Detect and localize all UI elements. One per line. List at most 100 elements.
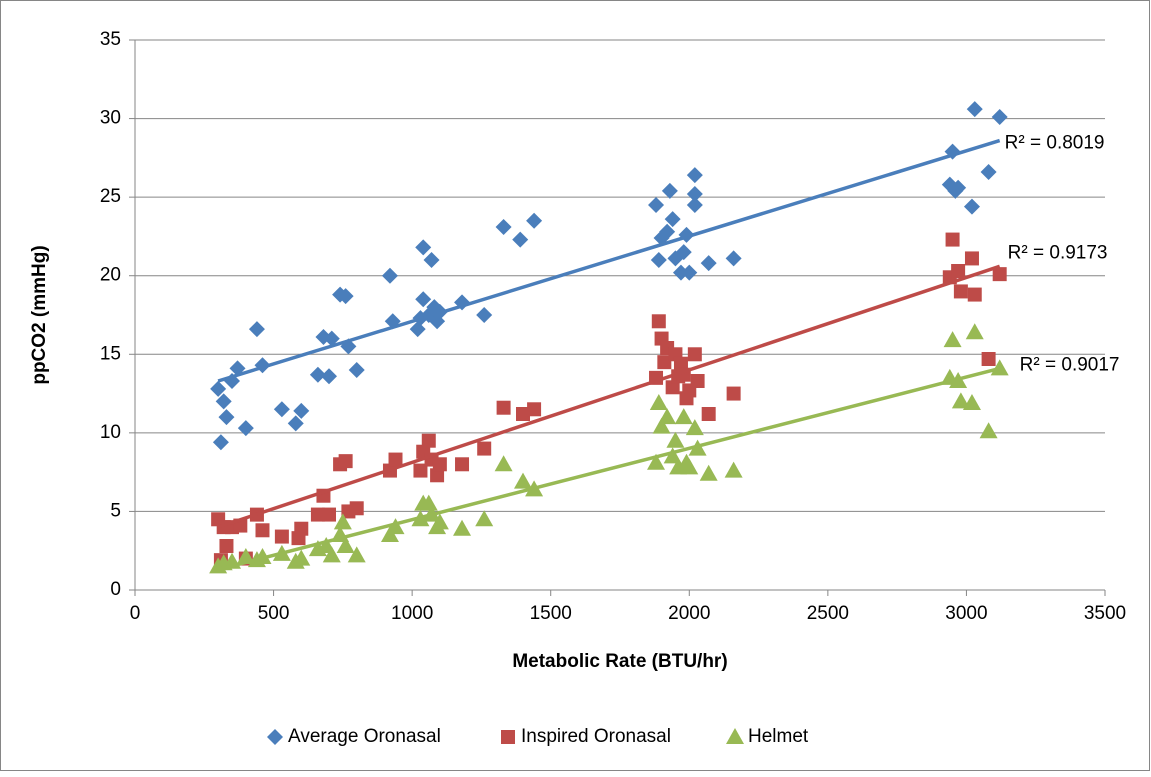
legend-label: Inspired Oronasal (521, 726, 671, 747)
y-tick-label: 15 (100, 343, 121, 364)
marker (674, 408, 693, 425)
x-tick-label: 1500 (530, 603, 572, 624)
marker (990, 359, 1009, 376)
marker (663, 447, 682, 464)
marker (526, 212, 543, 229)
marker (294, 521, 309, 536)
marker (945, 232, 960, 247)
r-squared-label: R² = 0.9173 (1008, 242, 1108, 263)
marker (724, 461, 743, 478)
marker (951, 392, 970, 409)
marker (963, 198, 980, 215)
marker (726, 728, 744, 744)
marker (432, 457, 447, 472)
marker (218, 409, 235, 426)
marker (726, 386, 741, 401)
marker (687, 347, 702, 362)
marker (310, 507, 325, 522)
marker (322, 546, 341, 563)
marker (681, 264, 698, 281)
marker (648, 197, 665, 213)
legend-label: Average Oronasal (288, 726, 441, 747)
marker (686, 197, 703, 213)
y-tick-label: 5 (110, 500, 121, 521)
marker (476, 307, 493, 323)
marker (991, 109, 1008, 125)
x-tick-label: 1000 (391, 603, 433, 624)
marker (415, 239, 432, 256)
marker (494, 455, 513, 472)
marker (210, 380, 227, 397)
marker (657, 355, 672, 370)
marker (292, 549, 311, 566)
trendline (217, 366, 1001, 572)
marker (267, 729, 283, 745)
marker (349, 501, 364, 516)
marker (333, 513, 352, 530)
marker (686, 167, 703, 184)
marker (951, 264, 966, 278)
marker (338, 454, 353, 469)
marker (419, 494, 438, 511)
marker (274, 529, 289, 544)
marker (675, 244, 692, 261)
marker (388, 452, 403, 467)
marker (650, 252, 667, 268)
trendline (217, 264, 1001, 529)
marker (423, 252, 440, 268)
legend-label: Helmet (748, 726, 809, 747)
marker (964, 251, 979, 266)
x-tick-label: 2500 (807, 603, 849, 624)
marker (455, 457, 470, 472)
marker (664, 211, 681, 228)
marker (381, 267, 398, 284)
marker (475, 510, 494, 527)
marker (700, 255, 717, 272)
marker (962, 394, 981, 410)
y-tick-label: 25 (100, 186, 121, 207)
marker (255, 523, 270, 538)
marker (652, 417, 671, 434)
marker (496, 400, 511, 415)
x-tick-label: 0 (130, 603, 141, 624)
marker (430, 468, 445, 483)
y-tick-label: 20 (100, 265, 121, 286)
marker (701, 407, 716, 421)
marker (672, 264, 689, 281)
marker (248, 321, 265, 338)
marker (495, 219, 512, 235)
marker (680, 458, 699, 475)
x-tick-label: 500 (258, 603, 290, 624)
marker (413, 463, 428, 478)
marker (347, 546, 366, 563)
marker (979, 422, 998, 439)
marker (659, 223, 676, 240)
marker (273, 401, 290, 418)
marker (415, 291, 432, 308)
marker (293, 402, 310, 419)
marker (453, 519, 472, 536)
marker (348, 362, 365, 378)
marker (943, 331, 962, 348)
marker (690, 374, 705, 388)
marker (651, 314, 666, 329)
y-axis-label: ppCO2 (mmHg) (29, 245, 50, 384)
y-tick-label: 30 (100, 108, 121, 129)
marker (323, 330, 340, 347)
x-axis-label: Metabolic Rate (BTU/hr) (512, 651, 727, 672)
marker (647, 453, 666, 470)
marker (953, 284, 968, 299)
marker (686, 186, 703, 202)
marker (966, 101, 983, 118)
marker (967, 287, 982, 302)
marker (409, 321, 426, 338)
marker (215, 393, 232, 410)
marker (386, 518, 405, 535)
x-tick-label: 3500 (1084, 603, 1126, 624)
marker (287, 415, 304, 432)
marker (661, 182, 678, 199)
marker (430, 513, 449, 530)
marker (512, 231, 529, 248)
marker (699, 464, 718, 481)
